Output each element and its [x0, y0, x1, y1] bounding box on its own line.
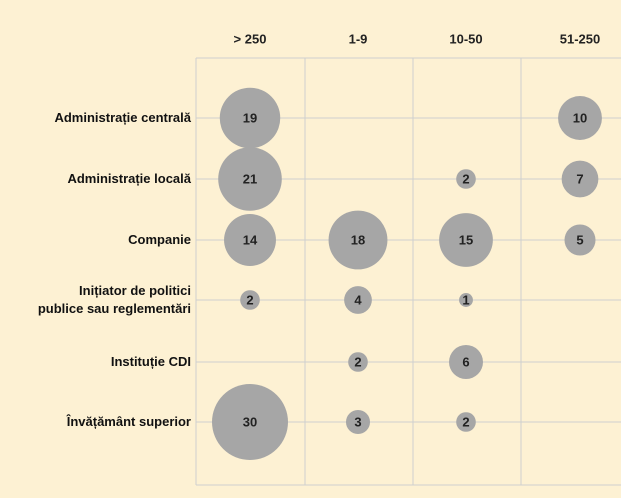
bubble — [328, 210, 388, 270]
bubble-label: 6 — [462, 354, 469, 369]
bubble-label: 2 — [246, 292, 253, 307]
bubble — [348, 352, 368, 372]
bubble — [558, 96, 602, 140]
bubble — [564, 224, 596, 256]
column-label: 1-9 — [349, 31, 368, 46]
bubble — [459, 293, 473, 307]
bubble-label: 1 — [462, 292, 469, 307]
bubble-label: 18 — [351, 232, 365, 247]
bubble — [456, 169, 476, 189]
bubble — [345, 409, 371, 435]
bubble-label: 5 — [576, 232, 583, 247]
bubble — [219, 87, 281, 149]
bubble-label: 4 — [354, 292, 362, 307]
row-label: Companie — [128, 232, 191, 247]
bubble-label: 2 — [462, 171, 469, 186]
row-label: Administrație centrală — [54, 110, 191, 125]
bubble — [224, 214, 276, 266]
row-label: Învățământ superior — [66, 414, 191, 429]
bubble — [218, 147, 282, 211]
bubble-label: 3 — [354, 414, 361, 429]
bubble-label: 14 — [243, 232, 258, 247]
bubble — [439, 213, 493, 267]
bubble-label: 10 — [573, 110, 587, 125]
bubble — [456, 412, 476, 432]
bubble — [561, 160, 599, 198]
bubble — [240, 290, 260, 310]
row-label: Instituție CDI — [110, 354, 191, 369]
column-label: > 250 — [234, 31, 267, 46]
bubble-label: 21 — [243, 171, 257, 186]
bubble-label: 30 — [243, 414, 257, 429]
bubble-label: 2 — [354, 354, 361, 369]
bubble — [212, 384, 288, 460]
bubble — [344, 286, 372, 314]
column-label: 10-50 — [449, 31, 482, 46]
bubble-label: 7 — [576, 171, 583, 186]
bubble-label: 2 — [462, 414, 469, 429]
bubble-label: 15 — [459, 232, 473, 247]
row-label: Administrație locală — [67, 171, 191, 186]
bubble-label: 19 — [243, 110, 257, 125]
column-label: 51-250 — [560, 31, 600, 46]
row-label: Inițiator de politici publice sau reglem… — [37, 283, 191, 316]
bubble — [449, 345, 483, 379]
